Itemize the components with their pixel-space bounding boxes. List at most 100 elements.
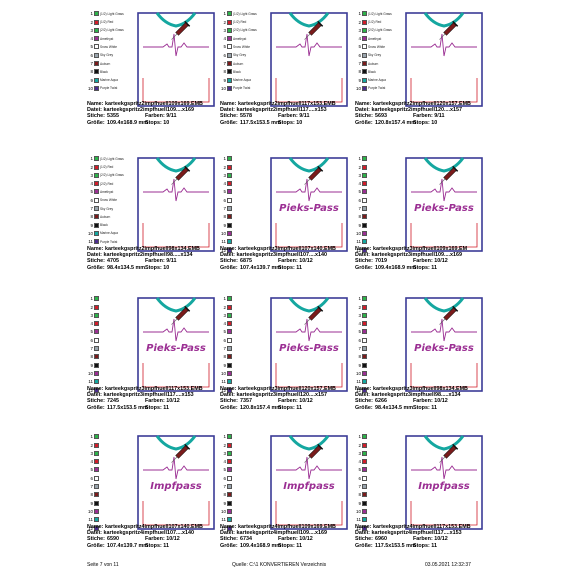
design-preview-frame	[268, 10, 350, 110]
swatch-row: 5 Snow White	[355, 43, 403, 51]
design-preview: Pieks-Pass	[270, 297, 348, 392]
swatch-number: 8	[223, 492, 226, 498]
swatch-row: 2	[355, 303, 403, 311]
swatch-row: 10 Purple Twist	[87, 85, 135, 93]
swatch-color	[227, 69, 232, 75]
swatch-number: 1	[90, 296, 93, 302]
swatch-row: 5	[220, 328, 268, 336]
swatch-number: 12	[355, 387, 361, 393]
swatch-color	[227, 484, 232, 490]
design-card: 1 (1/2) Light Grass 2 (1/2) Red 3 (2/2) Light…	[87, 155, 223, 288]
swatch-color	[94, 44, 99, 50]
design-label: Pieks-Pass	[414, 203, 474, 214]
pocket-outline	[410, 78, 478, 103]
swatch-number: 7	[358, 484, 361, 490]
swatch-row: 7	[355, 483, 403, 491]
swatch-row: 4 Amethyst	[220, 35, 268, 43]
swatch-row: 1 (1/2) Light Grass	[87, 155, 135, 163]
design-preview: Impfpass	[270, 435, 348, 530]
swatch-number: 12	[355, 247, 361, 253]
info-size: Größe: 117.5x153.5 mm Stops: 11	[87, 404, 169, 411]
swatch-row: 1	[87, 433, 135, 441]
swatch-row: 6	[220, 336, 268, 344]
swatch-row: 7 Auburn	[220, 60, 268, 68]
info-file: Datei: karteekgspritz4impfhuell107....x1…	[87, 530, 194, 537]
swatch-number: 10	[220, 230, 226, 236]
swatch-number: 5	[90, 467, 93, 473]
swatch-name: (1/2) Light Grass	[100, 11, 124, 16]
swatch-number: 3	[358, 27, 361, 33]
swatch-row: 10	[355, 508, 403, 516]
swatch-row: 3 (2/2) Light Grass	[87, 172, 135, 180]
color-swatch-list: 1 (1/2) Light Grass 2 (1/2) Red 3 (2/2) Light…	[355, 10, 403, 93]
design-info: Name: karteekgspritz2impfhuell120x157.EM…	[355, 101, 495, 126]
swatch-color	[227, 475, 232, 481]
swatch-number: 3	[223, 312, 226, 318]
card-outline	[405, 12, 483, 107]
info-stitches: Stiche: 6266 Farben: 10/12	[355, 398, 448, 405]
syringe-icon	[304, 165, 324, 185]
swatch-row: 11	[220, 238, 268, 246]
swatch-color	[227, 379, 232, 385]
swatch-number: 2	[90, 304, 93, 310]
swatch-color	[94, 475, 99, 481]
swatch-color	[94, 11, 99, 17]
color-swatch-list: 1 2 3 4 5 6 7 8 9 10 11 12	[220, 155, 268, 255]
swatch-row: 8 Black	[220, 68, 268, 76]
info-name: Name: karteekgspritz3impfhuell107x140.EM…	[220, 246, 336, 252]
swatch-row: 2 (1/2) Red	[87, 163, 135, 171]
pocket-outline	[275, 501, 343, 526]
color-swatch-list: 1 2 3 4 5 6 7 8 9 10 11 12	[220, 433, 268, 533]
swatch-color	[362, 197, 367, 203]
swatch-color	[227, 19, 232, 25]
swatch-number: 8	[223, 354, 226, 360]
swatch-number: 12	[87, 525, 93, 531]
swatch-name: Black	[100, 69, 108, 74]
syringe-icon	[171, 20, 191, 40]
swatch-number: 7	[358, 61, 361, 67]
swatch-number: 4	[358, 459, 361, 465]
swatch-color	[227, 85, 232, 91]
swatch-row: 3	[355, 312, 403, 320]
info-name: Name: karteekgspritz4impfhuell107x140.EM…	[87, 524, 203, 530]
swatch-color	[362, 387, 367, 393]
design-preview-frame: Pieks-Pass	[135, 295, 217, 395]
swatch-number: 8	[90, 214, 93, 220]
swatch-number: 10	[87, 370, 93, 376]
ecg-line	[276, 318, 342, 342]
swatch-color	[227, 321, 232, 327]
design-preview-frame: Pieks-Pass	[403, 155, 485, 255]
color-swatch-list: 1 2 3 4 5 6 7 8 9 10 11 12	[355, 295, 403, 395]
swatch-row: 7	[220, 483, 268, 491]
swatch-color	[362, 484, 367, 490]
swatch-color	[362, 337, 367, 343]
swatch-number: 8	[358, 214, 361, 220]
swatch-row: 10	[87, 508, 135, 516]
swatch-row: 8	[87, 353, 135, 361]
swatch-row: 12	[355, 246, 403, 254]
swatch-number: 12	[220, 247, 226, 253]
swatch-number: 7	[223, 206, 226, 212]
swatch-color	[227, 492, 232, 498]
swatch-row: 8 Black	[87, 68, 135, 76]
swatch-row: 9 Marine Aqua	[355, 76, 403, 84]
swatch-number: 1	[90, 434, 93, 440]
swatch-number: 7	[223, 484, 226, 490]
swatch-row: 3	[220, 312, 268, 320]
design-preview: Pieks-Pass	[137, 297, 215, 392]
swatch-number: 7	[90, 61, 93, 67]
swatch-color	[94, 181, 99, 187]
swatch-row: 6 Sky Grey	[220, 51, 268, 59]
swatch-row: 5 Snow White	[87, 43, 135, 51]
swatch-color	[227, 52, 232, 58]
swatch-row: 9	[87, 499, 135, 507]
swatch-number: 2	[90, 164, 93, 170]
design-info: Name: karteekgspritz3impfhuell107x140.EM…	[220, 246, 360, 271]
swatch-color	[227, 230, 232, 236]
info-stitches: Stiche: 7019 Farben: 10/12	[355, 258, 448, 265]
swatch-color	[94, 329, 99, 335]
swatch-color	[227, 239, 232, 245]
swatch-color	[94, 387, 99, 393]
swatch-name: Marine Aqua	[100, 231, 118, 236]
swatch-row: 3	[87, 312, 135, 320]
